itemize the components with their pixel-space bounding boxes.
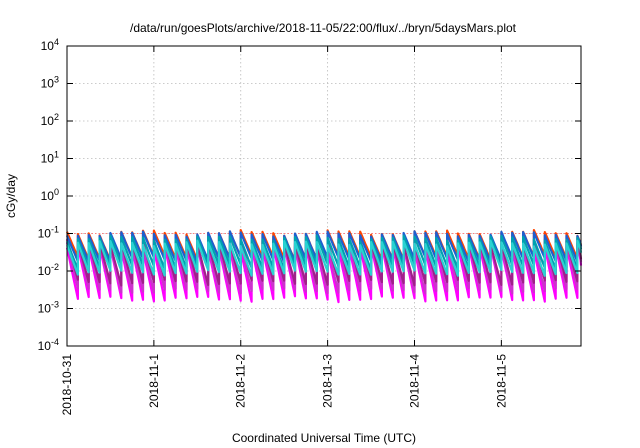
grid-lines xyxy=(67,46,581,346)
chart-title: /data/run/goesPlots/archive/2018-11-05/2… xyxy=(130,21,517,35)
y-tick-label: 10-1 xyxy=(38,225,59,241)
series-line xyxy=(65,238,583,287)
x-axis-label: Coordinated Universal Time (UTC) xyxy=(232,431,416,445)
y-axis-label: cGy/day xyxy=(4,174,18,218)
x-tick-label: 2018-10-31 xyxy=(60,354,74,416)
series-line xyxy=(65,239,583,277)
y-tick-label: 10-4 xyxy=(38,337,59,353)
y-tick-label: 104 xyxy=(41,37,59,53)
series-group xyxy=(65,229,583,304)
y-tick-label: 100 xyxy=(41,187,59,203)
y-tick-label: 102 xyxy=(41,112,59,128)
y-tick-label: 101 xyxy=(41,150,59,166)
y-tick-label: 10-2 xyxy=(38,262,59,278)
x-tick-label: 2018-11-5 xyxy=(494,354,508,408)
x-tick-label: 2018-11-4 xyxy=(407,354,421,408)
x-tick-label: 2018-11-1 xyxy=(147,354,161,408)
y-tick-label: 10-3 xyxy=(38,300,59,316)
y-axis-ticks: 10-4 10-3 10-2 10-1 100 101 102 103 104 xyxy=(38,37,581,353)
x-tick-label: 2018-11-2 xyxy=(234,354,248,408)
x-tick-label: 2018-11-3 xyxy=(321,354,335,408)
x-axis-ticks: 2018-10-31 2018-11-1 2018-11-2 2018-11-3 201… xyxy=(60,46,508,415)
y-tick-label: 103 xyxy=(41,75,59,91)
